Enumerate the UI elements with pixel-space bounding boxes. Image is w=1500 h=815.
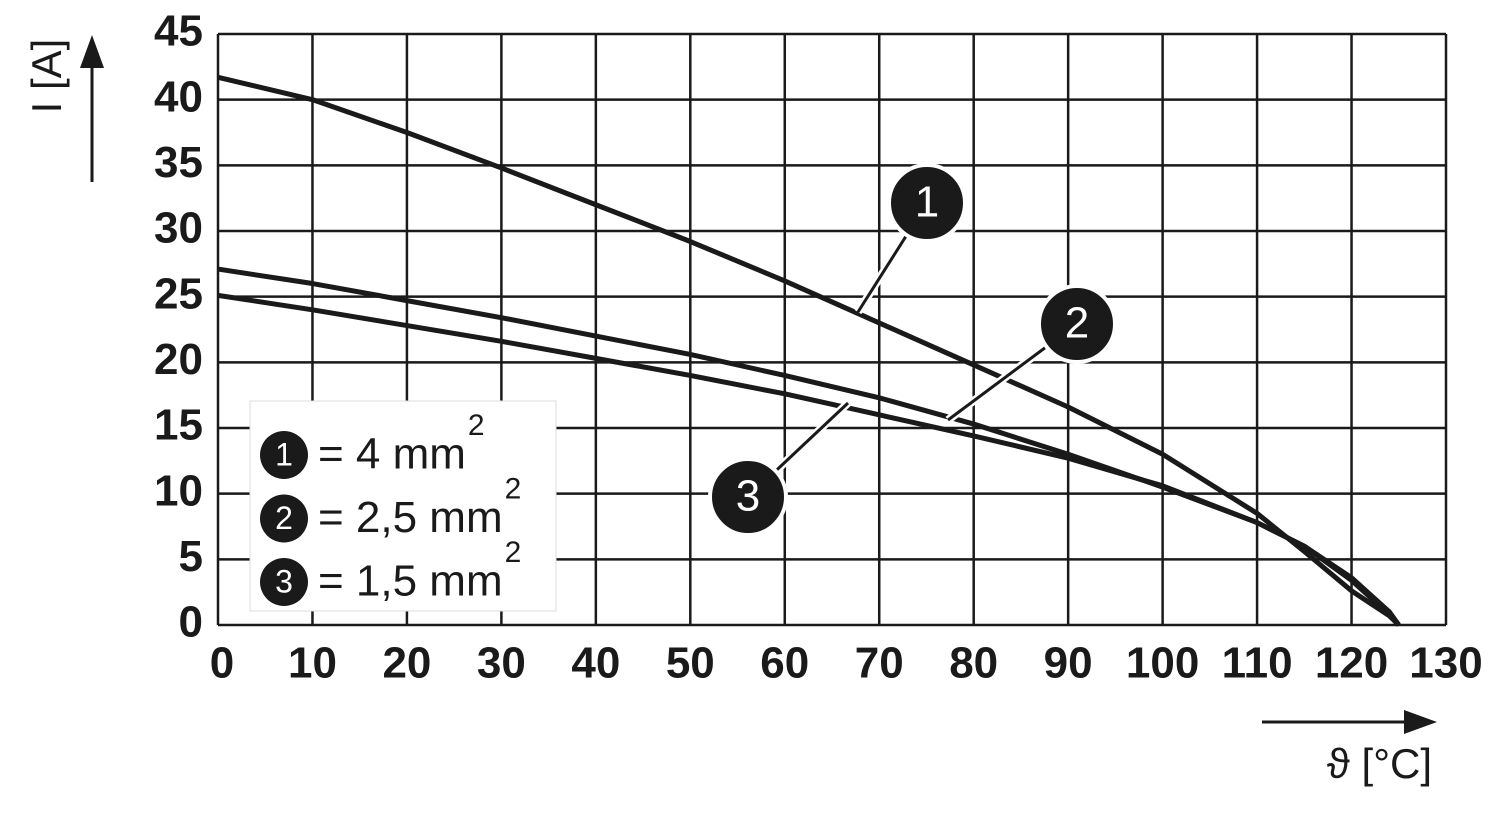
y-tick-label: 40 <box>154 72 203 121</box>
x-tick-label: 100 <box>1126 639 1199 688</box>
y-axis-arrowhead <box>80 35 104 68</box>
legend-number: 3 <box>275 563 293 599</box>
legend-label: = 2,5 mm <box>318 493 503 542</box>
y-tick-label: 20 <box>154 335 203 384</box>
callout-number: 2 <box>1065 299 1089 348</box>
legend-marker <box>260 558 308 606</box>
x-tick-label: 10 <box>288 639 337 688</box>
x-tick-label: 20 <box>382 639 431 688</box>
callout-number: 3 <box>736 472 760 521</box>
x-axis-arrowhead <box>1404 710 1437 734</box>
legend-number: 1 <box>275 436 293 472</box>
callout-circle <box>708 457 788 537</box>
line-series <box>217 74 1401 627</box>
legend-exponent: 2 <box>468 409 485 442</box>
x-axis-title: ϑ [°C] <box>1327 740 1432 787</box>
y-tick-label: 25 <box>154 269 203 318</box>
y-tick-label: 45 <box>154 7 203 56</box>
x-tick-label: 0 <box>210 639 234 688</box>
y-axis-title: I [A] <box>23 39 70 114</box>
callout-circle <box>1037 284 1117 364</box>
callout-number: 1 <box>915 178 939 227</box>
x-tick-label: 80 <box>949 639 998 688</box>
y-tick-label: 0 <box>179 598 203 647</box>
x-tick-label: 110 <box>1222 639 1293 688</box>
x-tick-label: 90 <box>1044 639 1093 688</box>
callout-circle <box>887 163 967 243</box>
line-series <box>217 292 1401 627</box>
legend-marker <box>260 431 308 479</box>
x-tick-label: 40 <box>571 639 620 688</box>
legend-label: = 1,5 mm <box>318 557 503 606</box>
legend-label: = 4 mm <box>318 430 466 479</box>
x-tick-label: 50 <box>666 639 715 688</box>
x-tick-label: 120 <box>1315 639 1388 688</box>
legend-marker <box>260 494 308 543</box>
x-tick-label: 60 <box>760 639 809 688</box>
y-tick-label: 10 <box>154 466 203 515</box>
y-tick-label: 35 <box>154 138 203 187</box>
legend-exponent: 2 <box>505 472 522 505</box>
legend-exponent: 2 <box>505 536 522 569</box>
y-tick-label: 5 <box>179 532 203 581</box>
y-tick-label: 15 <box>154 401 203 450</box>
legend-number: 2 <box>275 500 293 536</box>
x-tick-label: 70 <box>855 639 904 688</box>
x-tick-label: 30 <box>477 639 526 688</box>
y-tick-label: 30 <box>154 204 203 253</box>
x-tick-label: 130 <box>1409 639 1482 688</box>
